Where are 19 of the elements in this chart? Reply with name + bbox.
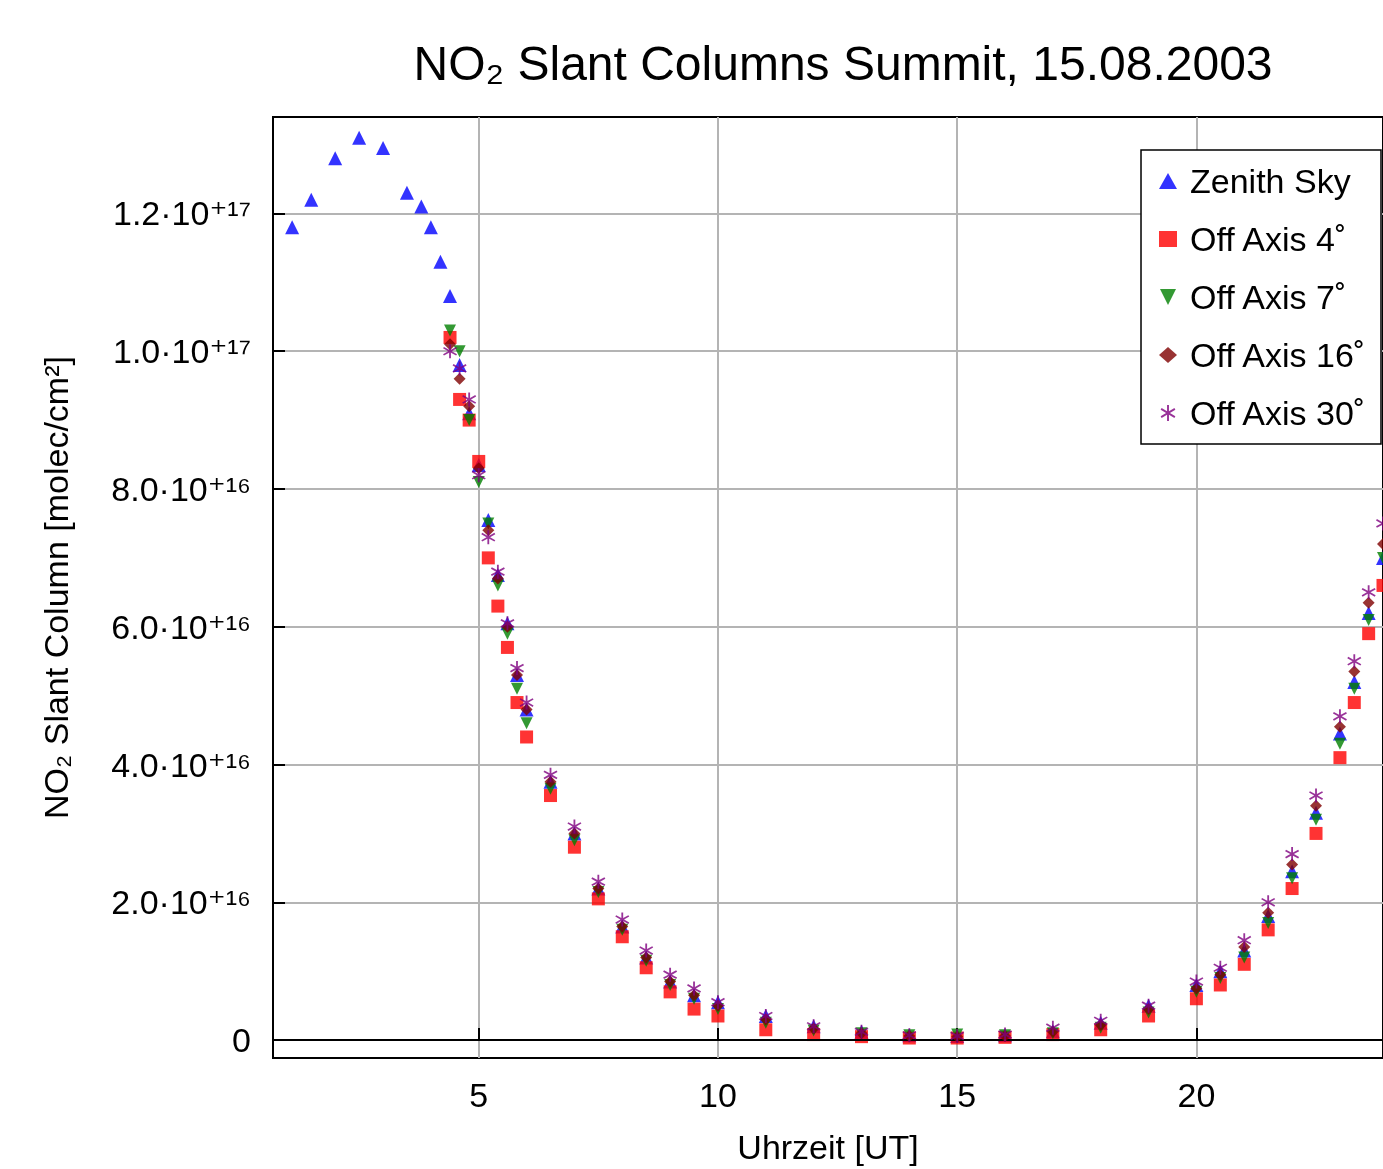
x-tick-label: 20	[1177, 1076, 1216, 1114]
legend-label: Off Axis 16˚	[1190, 336, 1366, 374]
x-tick-label: 10	[699, 1076, 737, 1114]
y-tick-label: 4.0·10⁺¹⁶	[111, 745, 251, 784]
y-tick-label: 1.2·10⁺¹⁷	[113, 194, 251, 233]
y-tick-label: 1.0·10⁺¹⁷	[113, 332, 251, 371]
legend-label: Off Axis 30˚	[1190, 394, 1366, 432]
chart-title: NO₂ Slant Columns Summit, 15.08.2003	[413, 36, 1273, 90]
y-tick-label: 8.0·10⁺¹⁶	[111, 469, 251, 508]
y-axis-title: NO₂ Slant Column [molec/cm²]	[37, 356, 75, 819]
y-tick-label: 2.0·10⁺¹⁶	[111, 883, 251, 922]
x-tick-label: 15	[938, 1076, 977, 1114]
x-tick-label: 5	[469, 1076, 489, 1114]
y-tick-label: 6.0·10⁺¹⁶	[111, 607, 251, 646]
legend-label: Off Axis 7˚	[1190, 278, 1347, 316]
y-tick-label: 0	[232, 1021, 251, 1060]
x-axis-title: Uhrzeit [UT]	[737, 1128, 919, 1166]
legend-label: Off Axis 4˚	[1190, 220, 1347, 258]
legend-label: Zenith Sky	[1190, 162, 1351, 200]
